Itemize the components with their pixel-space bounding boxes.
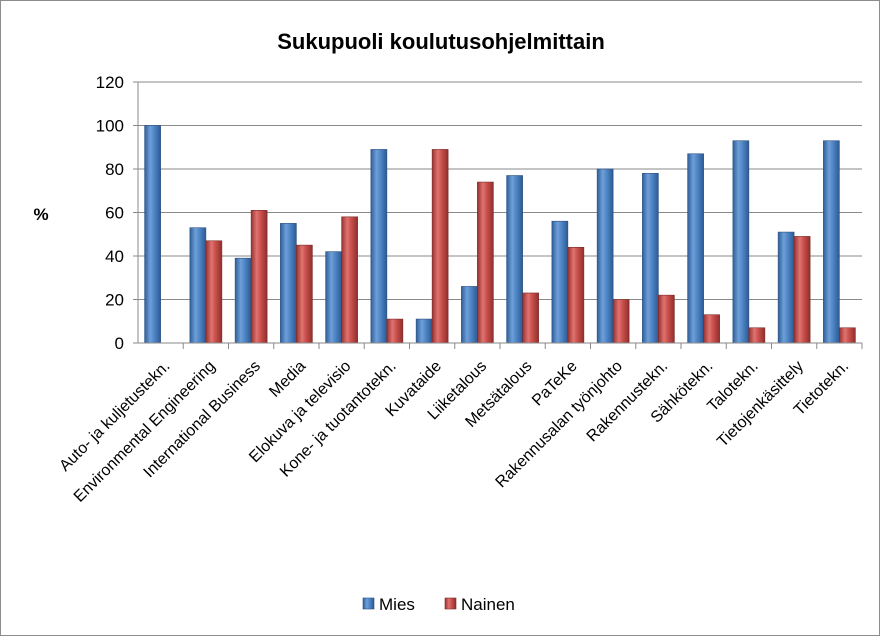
bar-nainen: [748, 327, 766, 344]
y-tick-label: 0: [115, 334, 124, 353]
bar-mies: [596, 168, 614, 344]
x-tick-label: Media: [266, 358, 309, 401]
legend: Mies Nainen: [362, 595, 515, 614]
bar-nainen: [567, 247, 585, 344]
bar-mies: [325, 251, 342, 344]
bar-mies: [234, 257, 252, 344]
chart-title: Sukupuoli koulutusohjelmittain: [277, 29, 605, 54]
bar-mies: [777, 231, 795, 344]
bar-nainen: [839, 327, 856, 344]
bar-mies: [687, 153, 704, 344]
bar-mies: [732, 140, 750, 344]
legend-label: Nainen: [461, 595, 515, 614]
y-tick-label: 100: [96, 117, 124, 136]
bar-mies: [370, 149, 388, 344]
bar-nainen: [793, 236, 811, 344]
bar-mies: [189, 227, 207, 344]
bar-nainen: [205, 240, 223, 344]
bar-nainen: [703, 314, 720, 344]
legend-label: Mies: [379, 595, 415, 614]
bar-nainen: [522, 292, 539, 344]
bar-mies: [280, 223, 297, 344]
y-tick-label: 60: [105, 204, 124, 223]
bar-nainen: [386, 318, 404, 344]
bar-mies: [415, 318, 433, 344]
legend-swatch: [444, 597, 457, 610]
bars-layer: [144, 125, 856, 344]
bar-nainen: [431, 149, 449, 344]
bar-mies: [506, 175, 523, 344]
y-tick-label: 20: [105, 291, 124, 310]
bar-nainen: [658, 294, 675, 344]
bar-mies: [642, 173, 659, 344]
bar-mies: [823, 140, 840, 344]
y-tick-label: 80: [105, 160, 124, 179]
bar-nainen: [612, 299, 630, 344]
y-axis-label: %: [33, 205, 48, 224]
bar-nainen: [477, 181, 494, 344]
bar-mies: [551, 220, 569, 344]
x-tick-label: Rakennustekn.: [584, 358, 671, 445]
legend-entry-nainen: Nainen: [444, 595, 515, 614]
bar-mies: [144, 125, 161, 344]
legend-entry-mies: Mies: [362, 595, 415, 614]
bar-nainen: [296, 244, 313, 344]
bar-mies: [461, 286, 478, 344]
legend-swatch: [362, 597, 375, 610]
y-tick-label: 120: [96, 73, 124, 92]
bar-nainen: [341, 216, 358, 344]
y-tick-label: 40: [105, 247, 124, 266]
bar-nainen: [250, 210, 268, 344]
